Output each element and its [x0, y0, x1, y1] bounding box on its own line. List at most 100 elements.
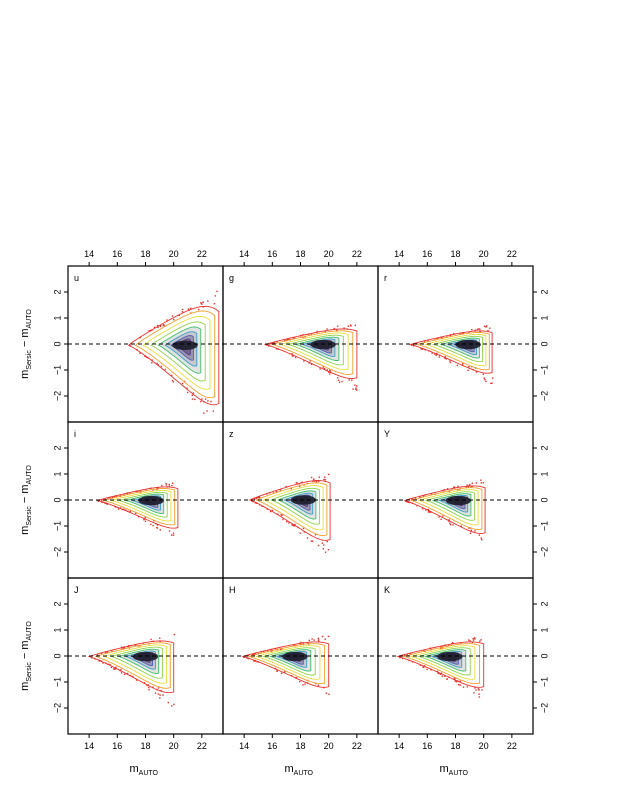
x-tick-label-bottom: 22 — [507, 741, 517, 751]
outlier-point — [420, 348, 422, 350]
outlier-point — [181, 382, 184, 385]
contour-level — [95, 486, 179, 529]
contour-level — [109, 489, 172, 522]
outlier-point — [440, 518, 442, 520]
outlier-point — [323, 478, 325, 481]
outlier-point — [299, 532, 301, 534]
outlier-point — [171, 484, 173, 487]
outlier-point — [336, 329, 338, 331]
outlier-point — [431, 352, 433, 354]
outlier-point — [478, 328, 480, 330]
y-tick-label-right: 2 — [539, 601, 549, 606]
outlier-point — [97, 500, 99, 502]
outlier-point — [295, 482, 297, 484]
density-core — [172, 340, 198, 350]
outlier-point — [479, 328, 481, 330]
y-tick-label: 0 — [52, 341, 62, 346]
outlier-point — [466, 686, 469, 688]
outlier-point — [491, 382, 493, 384]
outlier-point — [459, 680, 461, 682]
outlier-point — [426, 668, 428, 671]
outlier-point — [324, 638, 326, 640]
outlier-point — [286, 338, 289, 340]
outlier-point — [457, 489, 459, 491]
outlier-point — [168, 485, 170, 487]
outlier-point — [96, 654, 99, 656]
contour-level — [241, 641, 330, 688]
outlier-point — [452, 642, 454, 644]
outlier-point — [472, 639, 475, 641]
outlier-point — [257, 496, 259, 499]
y-tick-label: 1 — [52, 627, 62, 632]
x-tick-label-top: 20 — [479, 249, 489, 259]
outlier-point — [405, 500, 407, 502]
outlier-point — [144, 355, 146, 357]
y-axis-label: mSersic − mAUTO — [19, 465, 33, 535]
outlier-point — [325, 692, 328, 694]
outlier-point — [115, 666, 117, 668]
outlier-point — [190, 307, 192, 310]
y-tick-label: −1 — [52, 365, 62, 375]
y-tick-label-right: 1 — [539, 627, 549, 632]
outlier-point — [423, 666, 425, 669]
y-tick-label-right: 2 — [539, 289, 549, 294]
outlier-point — [321, 542, 323, 544]
outlier-point — [299, 680, 301, 683]
outlier-point — [206, 410, 208, 412]
outlier-point — [356, 385, 358, 387]
outlier-point — [120, 672, 123, 674]
outlier-point — [430, 669, 432, 671]
outlier-point — [489, 327, 491, 329]
outlier-point — [160, 365, 163, 368]
outlier-point — [312, 480, 314, 482]
outlier-point — [459, 684, 461, 686]
y-tick-label: 2 — [52, 445, 62, 450]
outlier-point — [276, 670, 278, 672]
outlier-point — [354, 324, 356, 327]
outlier-point — [458, 683, 460, 686]
outlier-point — [100, 652, 103, 655]
band-label: z — [229, 429, 234, 439]
contour-level — [142, 315, 211, 390]
outlier-point — [200, 302, 202, 304]
contour-level — [409, 487, 483, 530]
outlier-point — [148, 686, 150, 689]
panel-J-plot-area — [87, 633, 175, 707]
y-tick-label-right: 0 — [539, 497, 549, 502]
outlier-point — [109, 497, 111, 499]
outlier-point — [291, 355, 294, 357]
contour-level — [261, 647, 316, 676]
outlier-point — [253, 660, 255, 662]
outlier-point — [284, 671, 286, 673]
outlier-point — [294, 523, 296, 526]
outlier-point — [137, 516, 140, 518]
outlier-point — [172, 534, 175, 536]
y-tick-label: 1 — [52, 471, 62, 476]
outlier-point — [304, 336, 306, 338]
outlier-point — [444, 675, 446, 677]
outlier-point — [441, 675, 443, 677]
outlier-point — [216, 290, 218, 293]
outlier-point — [412, 343, 414, 346]
outlier-point — [120, 668, 122, 671]
outlier-point — [279, 489, 281, 491]
outlier-point — [483, 377, 485, 379]
outlier-point — [439, 673, 442, 675]
outlier-point — [313, 639, 315, 641]
outlier-point — [324, 479, 326, 481]
x-tick-label-bottom: 18 — [140, 741, 150, 751]
contour-level — [286, 334, 344, 366]
outlier-point — [462, 686, 465, 688]
y-axis-label: mSersic − mAUTO — [19, 621, 33, 691]
outlier-point — [427, 511, 430, 513]
outlier-point — [348, 379, 350, 381]
outlier-point — [287, 338, 290, 341]
outlier-point — [139, 490, 141, 492]
outlier-point — [401, 657, 404, 660]
outlier-point — [422, 508, 424, 510]
outlier-point — [194, 398, 196, 401]
outlier-point — [475, 482, 478, 484]
outlier-point — [272, 342, 274, 344]
outlier-point — [475, 689, 477, 691]
